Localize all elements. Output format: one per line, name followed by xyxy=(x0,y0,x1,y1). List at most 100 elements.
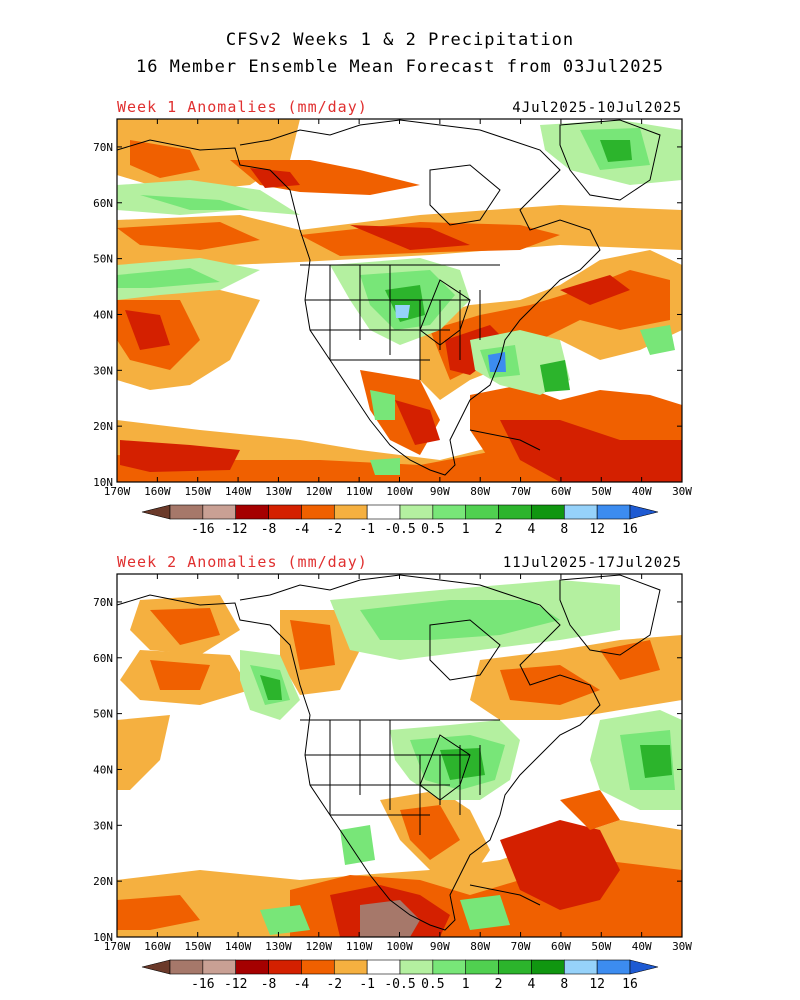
lon-tick-label: 70W xyxy=(511,940,531,953)
colorbar-label: -0.5 xyxy=(384,522,415,537)
lon-tick-label: 50W xyxy=(591,940,611,953)
week2-colorbar: -16 -12 -8 -4 -2 -1 -0.5 0.5 1 2 4 8 12 16 xyxy=(141,959,659,992)
colorbar-box xyxy=(465,959,499,975)
colorbar-label: -1 xyxy=(359,977,375,992)
lon-tick-label: 60W xyxy=(551,940,571,953)
colorbar-box xyxy=(366,504,401,520)
lon-tick-label: 170W xyxy=(104,485,131,498)
week2-dates: 11Jul2025-17Jul2025 xyxy=(502,555,682,571)
colorbar-label: 8 xyxy=(560,522,568,537)
lat-tick-label: 70N xyxy=(93,141,113,154)
lon-tick-label: 150W xyxy=(184,485,211,498)
lat-tick-label: 70N xyxy=(93,596,113,609)
lat-tick-label: 60N xyxy=(93,197,113,210)
colorbar-label: 0.5 xyxy=(421,977,444,992)
lon-tick-label: 120W xyxy=(306,940,333,953)
lon-tick-label: 160W xyxy=(144,485,171,498)
colorbar-label: 4 xyxy=(528,522,536,537)
lon-tick-label: 90W xyxy=(430,940,450,953)
colorbar-box xyxy=(202,959,237,975)
colorbar-label: -2 xyxy=(326,522,342,537)
lon-tick-label: 40W xyxy=(632,940,652,953)
colorbar-label: -12 xyxy=(224,522,247,537)
colorbar-box xyxy=(498,504,532,520)
colorbar-arrow-right xyxy=(629,959,659,975)
lon-tick-label: 150W xyxy=(184,940,211,953)
lat-tick-label: 40N xyxy=(93,308,113,321)
lat-tick-label: 10N xyxy=(93,476,113,489)
colorbar-box xyxy=(366,959,401,975)
colorbar-label: 0.5 xyxy=(421,522,444,537)
lon-tick-label: 130W xyxy=(265,940,292,953)
colorbar-label: -8 xyxy=(261,977,277,992)
lon-tick-label: 170W xyxy=(104,940,131,953)
colorbar-label: 8 xyxy=(560,977,568,992)
lon-tick-label: 70W xyxy=(511,485,531,498)
lon-tick-label: 90W xyxy=(430,485,450,498)
colorbar-box xyxy=(498,959,532,975)
colorbar-label: 12 xyxy=(589,977,605,992)
colorbar-label: -2 xyxy=(326,977,342,992)
colorbar-box xyxy=(465,504,499,520)
lon-tick-label: 140W xyxy=(225,940,252,953)
week1-label: Week 1 Anomalies (mm/day) xyxy=(117,98,368,116)
colorbar-box xyxy=(202,504,237,520)
lat-tick-label: 30N xyxy=(93,819,113,832)
colorbar-label: 16 xyxy=(622,977,638,992)
lat-tick-label: 50N xyxy=(93,253,113,266)
colorbar-box xyxy=(169,504,204,520)
colorbar-box xyxy=(399,959,434,975)
colorbar-box xyxy=(301,504,335,520)
lon-tick-label: 110W xyxy=(346,485,373,498)
colorbar-label: 2 xyxy=(495,522,503,537)
lon-tick-label: 30W xyxy=(672,940,692,953)
lon-tick-label: 110W xyxy=(346,940,373,953)
colorbar-label: 1 xyxy=(462,522,470,537)
colorbar-label: 12 xyxy=(589,522,605,537)
week2-label: Week 2 Anomalies (mm/day) xyxy=(117,553,368,571)
colorbar-label: 2 xyxy=(495,977,503,992)
colorbar-label: 1 xyxy=(462,977,470,992)
colorbar-box xyxy=(268,504,302,520)
colorbar-label: -16 xyxy=(191,522,214,537)
lon-tick-label: 140W xyxy=(225,485,252,498)
week2-map xyxy=(116,573,683,938)
colorbar-label: 4 xyxy=(528,977,536,992)
colorbar-box xyxy=(432,504,467,520)
lat-tick-label: 60N xyxy=(93,652,113,665)
colorbar-box xyxy=(301,959,335,975)
colorbar-box xyxy=(596,504,631,520)
week1-colorbar: -16 -12 -8 -4 -2 -1 -0.5 0.5 1 2 4 8 12 16 xyxy=(141,504,659,537)
lon-tick-label: 130W xyxy=(265,485,292,498)
colorbar-box xyxy=(399,504,434,520)
colorbar-box xyxy=(268,959,302,975)
lat-tick-label: 40N xyxy=(93,763,113,776)
colorbar-label: -16 xyxy=(191,977,214,992)
colorbar-label: -4 xyxy=(294,977,310,992)
week1-map xyxy=(116,118,683,483)
colorbar-arrow-left xyxy=(141,504,171,520)
lat-tick-label: 30N xyxy=(93,364,113,377)
colorbar-box xyxy=(531,504,565,520)
lat-tick-label: 50N xyxy=(93,708,113,721)
colorbar-box xyxy=(333,504,368,520)
lon-tick-label: 100W xyxy=(386,485,413,498)
colorbar-box xyxy=(235,959,269,975)
lon-tick-label: 80W xyxy=(470,940,490,953)
colorbar-label: -4 xyxy=(294,522,310,537)
chart-title-line2: 16 Member Ensemble Mean Forecast from 03… xyxy=(135,57,665,77)
colorbar-box xyxy=(169,959,204,975)
lon-tick-label: 100W xyxy=(386,940,413,953)
colorbar-box xyxy=(235,504,269,520)
lon-tick-label: 60W xyxy=(551,485,571,498)
colorbar-label: 16 xyxy=(622,522,638,537)
colorbar-box xyxy=(563,504,598,520)
chart-title-line1: CFSv2 Weeks 1 & 2 Precipitation xyxy=(225,30,575,50)
colorbar-arrow-left xyxy=(141,959,171,975)
lon-tick-label: 50W xyxy=(591,485,611,498)
colorbar-label: -1 xyxy=(359,522,375,537)
lat-tick-label: 20N xyxy=(93,875,113,888)
